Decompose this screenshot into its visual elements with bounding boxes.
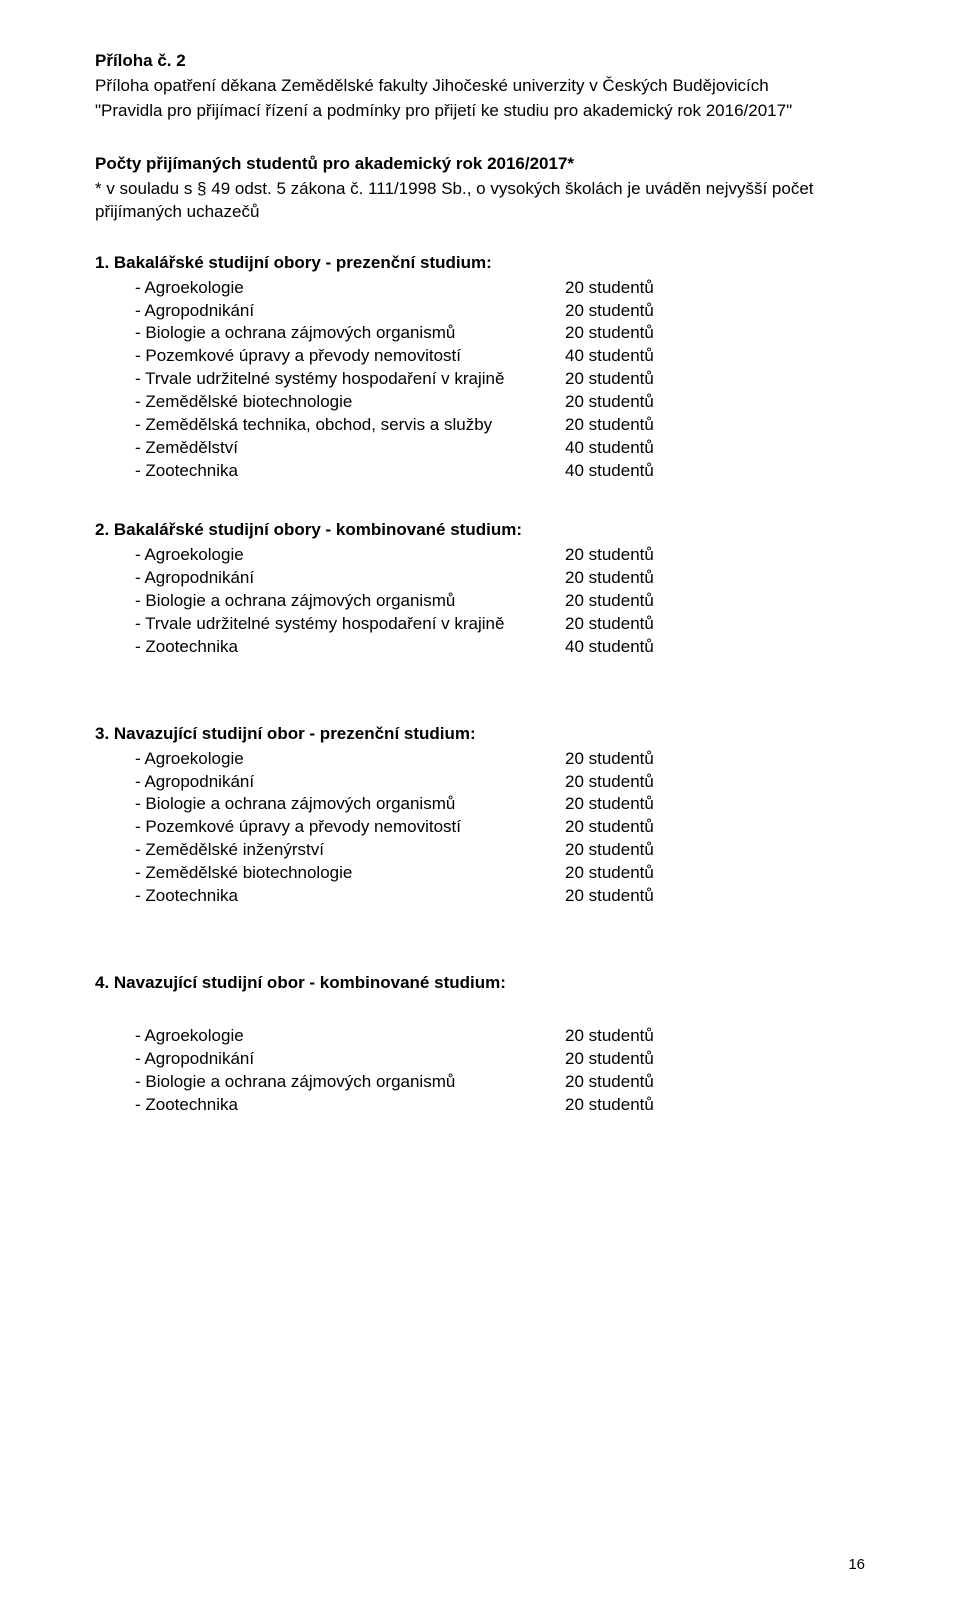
list-item: - Zootechnika20 studentů (95, 885, 865, 908)
section-3-title: 3. Navazující studijní obor - prezenční … (95, 723, 865, 746)
list-item: - Agropodnikání20 studentů (95, 300, 865, 323)
item-value: 40 studentů (565, 437, 865, 460)
item-value: 20 studentů (565, 391, 865, 414)
item-value: 20 studentů (565, 1094, 865, 1117)
item-value: 20 studentů (565, 590, 865, 613)
list-item: - Agroekologie20 studentů (95, 277, 865, 300)
list-item: - Pozemkové úpravy a převody nemovitostí… (95, 345, 865, 368)
list-item: - Agropodnikání20 studentů (95, 771, 865, 794)
item-value: 20 studentů (565, 885, 865, 908)
list-item: - Zemědělská technika, obchod, servis a … (95, 414, 865, 437)
item-label: - Zootechnika (95, 460, 565, 483)
item-value: 20 studentů (565, 839, 865, 862)
item-label: - Agropodnikání (95, 771, 565, 794)
item-value: 20 studentů (565, 771, 865, 794)
list-item: - Zemědělské biotechnologie20 studentů (95, 862, 865, 885)
header-line-2: "Pravidla pro přijímací řízení a podmínk… (95, 100, 865, 123)
item-value: 20 studentů (565, 816, 865, 839)
item-label: - Agropodnikání (95, 1048, 565, 1071)
item-label: - Agroekologie (95, 748, 565, 771)
list-item: - Agropodnikání20 studentů (95, 567, 865, 590)
item-value: 20 studentů (565, 1048, 865, 1071)
item-label: - Agropodnikání (95, 300, 565, 323)
list-item: - Agroekologie20 studentů (95, 1025, 865, 1048)
list-item: - Agroekologie20 studentů (95, 544, 865, 567)
list-item: - Zootechnika40 studentů (95, 636, 865, 659)
header-line-1: Příloha opatření děkana Zemědělské fakul… (95, 75, 865, 98)
item-value: 20 studentů (565, 544, 865, 567)
item-value: 20 studentů (565, 1071, 865, 1094)
item-value: 20 studentů (565, 368, 865, 391)
list-item: - Trvale udržitelné systémy hospodaření … (95, 613, 865, 636)
page-number: 16 (848, 1556, 865, 1573)
item-label: - Zootechnika (95, 1094, 565, 1117)
item-value: 40 studentů (565, 345, 865, 368)
attachment-number: Příloha č. 2 (95, 50, 865, 73)
item-label: - Biologie a ochrana zájmových organismů (95, 1071, 565, 1094)
list-item: - Biologie a ochrana zájmových organismů… (95, 590, 865, 613)
item-value: 40 studentů (565, 636, 865, 659)
list-item: - Biologie a ochrana zájmových organismů… (95, 1071, 865, 1094)
list-item: - Zemědělské inženýrství20 studentů (95, 839, 865, 862)
item-label: - Trvale udržitelné systémy hospodaření … (95, 613, 565, 636)
item-value: 20 studentů (565, 567, 865, 590)
item-label: - Pozemkové úpravy a převody nemovitostí (95, 345, 565, 368)
list-item: - Trvale udržitelné systémy hospodaření … (95, 368, 865, 391)
section-2-list: - Agroekologie20 studentů - Agropodnikán… (95, 544, 865, 659)
item-value: 20 studentů (565, 613, 865, 636)
item-value: 20 studentů (565, 862, 865, 885)
item-label: - Zemědělská technika, obchod, servis a … (95, 414, 565, 437)
item-label: - Zemědělství (95, 437, 565, 460)
item-value: 40 studentů (565, 460, 865, 483)
item-value: 20 studentů (565, 414, 865, 437)
item-value: 20 studentů (565, 322, 865, 345)
list-item: - Biologie a ochrana zájmových organismů… (95, 322, 865, 345)
item-value: 20 studentů (565, 748, 865, 771)
list-item: - Biologie a ochrana zájmových organismů… (95, 793, 865, 816)
item-label: - Biologie a ochrana zájmových organismů (95, 793, 565, 816)
item-label: - Zootechnika (95, 636, 565, 659)
section-4-list: - Agroekologie20 studentů - Agropodnikán… (95, 1025, 865, 1117)
item-value: 20 studentů (565, 300, 865, 323)
section-2-title: 2. Bakalářské studijní obory - kombinova… (95, 519, 865, 542)
list-item: - Pozemkové úpravy a převody nemovitostí… (95, 816, 865, 839)
item-label: - Biologie a ochrana zájmových organismů (95, 322, 565, 345)
section-3-list: - Agroekologie20 studentů - Agropodnikán… (95, 748, 865, 909)
item-label: - Trvale udržitelné systémy hospodaření … (95, 368, 565, 391)
item-label: - Zemědělské biotechnologie (95, 862, 565, 885)
item-value: 20 studentů (565, 1025, 865, 1048)
item-label: - Agroekologie (95, 1025, 565, 1048)
item-label: - Zemědělské biotechnologie (95, 391, 565, 414)
list-item: - Agropodnikání20 studentů (95, 1048, 865, 1071)
list-item: - Zootechnika20 studentů (95, 1094, 865, 1117)
list-item: - Zemědělské biotechnologie20 studentů (95, 391, 865, 414)
item-value: 20 studentů (565, 277, 865, 300)
item-label: - Zootechnika (95, 885, 565, 908)
section-1-list: - Agroekologie20 studentů - Agropodnikán… (95, 277, 865, 483)
item-label: - Pozemkové úpravy a převody nemovitostí (95, 816, 565, 839)
counts-title: Počty přijímaných studentů pro akademick… (95, 153, 865, 176)
item-label: - Agropodnikání (95, 567, 565, 590)
document-page: Příloha č. 2 Příloha opatření děkana Zem… (0, 0, 960, 1597)
list-item: - Zootechnika40 studentů (95, 460, 865, 483)
item-value: 20 studentů (565, 793, 865, 816)
item-label: - Agroekologie (95, 544, 565, 567)
section-1-title: 1. Bakalářské studijní obory - prezenční… (95, 252, 865, 275)
section-4-title: 4. Navazující studijní obor - kombinovan… (95, 972, 865, 995)
list-item: - Agroekologie20 studentů (95, 748, 865, 771)
list-item: - Zemědělství40 studentů (95, 437, 865, 460)
counts-note: * v souladu s § 49 odst. 5 zákona č. 111… (95, 178, 865, 224)
item-label: - Zemědělské inženýrství (95, 839, 565, 862)
item-label: - Agroekologie (95, 277, 565, 300)
item-label: - Biologie a ochrana zájmových organismů (95, 590, 565, 613)
